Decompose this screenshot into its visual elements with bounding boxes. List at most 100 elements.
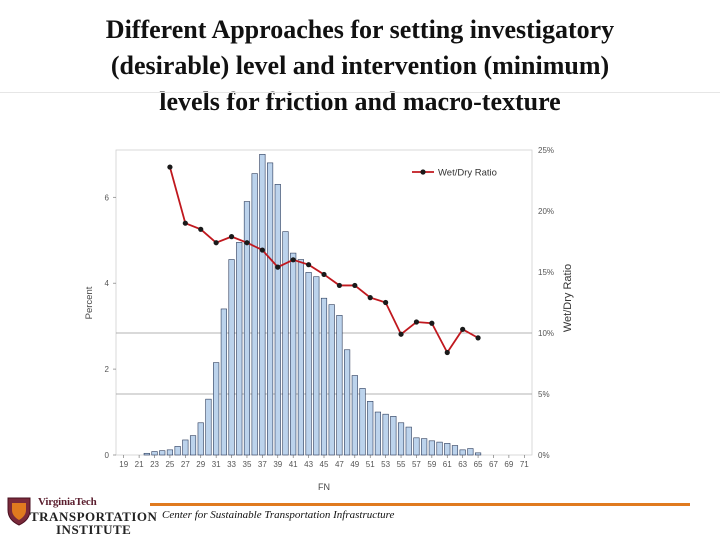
legend-marker-swatch xyxy=(420,169,426,175)
bar xyxy=(282,231,289,456)
bar xyxy=(428,440,435,456)
y2-tick-label: 25% xyxy=(538,146,554,155)
bar xyxy=(382,413,389,456)
x-tick-label: 37 xyxy=(258,460,267,469)
x-tick-label: 65 xyxy=(474,460,483,469)
bar xyxy=(359,388,366,456)
x-tick-label: 35 xyxy=(243,460,252,469)
bar xyxy=(413,437,420,456)
bar xyxy=(390,416,397,456)
ratio-point xyxy=(336,282,343,289)
x-tick-label: 55 xyxy=(397,460,406,469)
bar xyxy=(290,252,297,456)
ratio-point xyxy=(290,257,296,263)
x-tick-label: 39 xyxy=(273,460,282,469)
x-tick-label: 27 xyxy=(181,460,190,469)
bar xyxy=(182,439,189,456)
x-tick-label: 63 xyxy=(458,460,467,469)
bar xyxy=(328,304,335,456)
ratio-point xyxy=(259,247,265,253)
y2-tick-label: 5% xyxy=(538,390,550,399)
y2-axis-label: Wet/Dry Ratio xyxy=(562,264,574,332)
y-tick-label: 0 xyxy=(105,451,110,460)
bar xyxy=(475,452,482,456)
x-tick-label: 49 xyxy=(350,460,359,469)
x-tick-label: 21 xyxy=(135,460,144,469)
ratio-line-series xyxy=(167,164,481,356)
title-line-1: Different Approaches for setting investi… xyxy=(105,15,615,44)
title-line-2: (desirable) level and intervention (mini… xyxy=(110,51,610,80)
institute-logo: VirginiaTech TRANSPORTATION INSTITUTE xyxy=(4,490,164,537)
ratio-point xyxy=(475,335,481,341)
x-axis-label: FN xyxy=(318,482,330,492)
x-tick-label: 53 xyxy=(381,460,390,469)
logo-text-university: VirginiaTech xyxy=(38,496,97,508)
x-tick-label: 19 xyxy=(119,460,128,469)
bar xyxy=(243,201,251,456)
ratio-point xyxy=(213,240,219,246)
ratio-point xyxy=(244,240,250,246)
y2-tick-label: 0% xyxy=(538,451,550,460)
bar xyxy=(351,375,358,456)
bar xyxy=(274,184,281,456)
ratio-point xyxy=(352,282,358,289)
bar xyxy=(305,272,312,456)
ratio-point xyxy=(367,295,373,301)
y-tick-label: 2 xyxy=(105,365,110,374)
x-tick-label: 61 xyxy=(443,460,452,469)
y2-tick-label: 15% xyxy=(538,268,554,277)
x-tick-label: 33 xyxy=(227,460,236,469)
bar xyxy=(367,401,374,456)
legend-label: Wet/Dry Ratio xyxy=(438,168,497,179)
x-tick-label: 67 xyxy=(489,460,498,469)
legend: Wet/Dry Ratio xyxy=(412,168,497,179)
x-tick-label: 59 xyxy=(427,460,436,469)
bar xyxy=(320,297,328,456)
x-tick-label: 41 xyxy=(289,460,298,469)
bar xyxy=(459,449,466,456)
axes: 19 21 23 25 27 29 31 33 35 37 39 41 43 45 47 49 51 53 55 57… xyxy=(105,146,554,469)
bar xyxy=(236,242,243,456)
bar xyxy=(397,422,405,456)
bar xyxy=(143,452,150,456)
bar xyxy=(174,446,181,456)
x-tick-label: 51 xyxy=(366,460,375,469)
bar xyxy=(467,448,474,456)
shield-logo-icon xyxy=(7,497,31,526)
bar xyxy=(151,451,158,456)
title-divider xyxy=(0,92,720,93)
bar xyxy=(451,445,459,456)
bar xyxy=(159,450,166,456)
x-tick-label: 43 xyxy=(304,460,313,469)
bar xyxy=(197,422,204,456)
footer-bar xyxy=(150,503,690,506)
ratio-point xyxy=(305,262,312,268)
friction-distribution-chart: 19 21 23 25 27 29 31 33 35 37 39 41 43 45 47 49 51 53 55 57… xyxy=(84,146,574,492)
ratio-point xyxy=(275,264,281,270)
bar xyxy=(444,443,451,456)
x-tick-label: 23 xyxy=(150,460,159,469)
y-tick-label: 6 xyxy=(105,193,110,202)
bar xyxy=(421,438,428,456)
y-tick-label: 4 xyxy=(105,279,110,288)
ratio-point xyxy=(198,226,204,232)
ratio-point xyxy=(182,220,188,226)
bar xyxy=(405,426,412,456)
bar xyxy=(336,315,343,456)
ratio-point xyxy=(429,320,435,326)
bar xyxy=(205,398,212,456)
x-tick-label: 29 xyxy=(196,460,205,469)
ratio-point xyxy=(167,164,173,170)
ratio-point xyxy=(321,271,327,278)
y-axis-label: Percent xyxy=(84,286,95,319)
x-tick-label: 57 xyxy=(412,460,421,469)
bar xyxy=(166,449,173,456)
bar xyxy=(374,411,381,456)
bar xyxy=(213,362,220,456)
ratio-point xyxy=(398,331,404,337)
bar xyxy=(344,349,351,456)
bar xyxy=(436,441,443,456)
y2-tick-label: 10% xyxy=(538,329,554,338)
bar xyxy=(267,162,274,456)
ratio-point xyxy=(460,326,466,332)
